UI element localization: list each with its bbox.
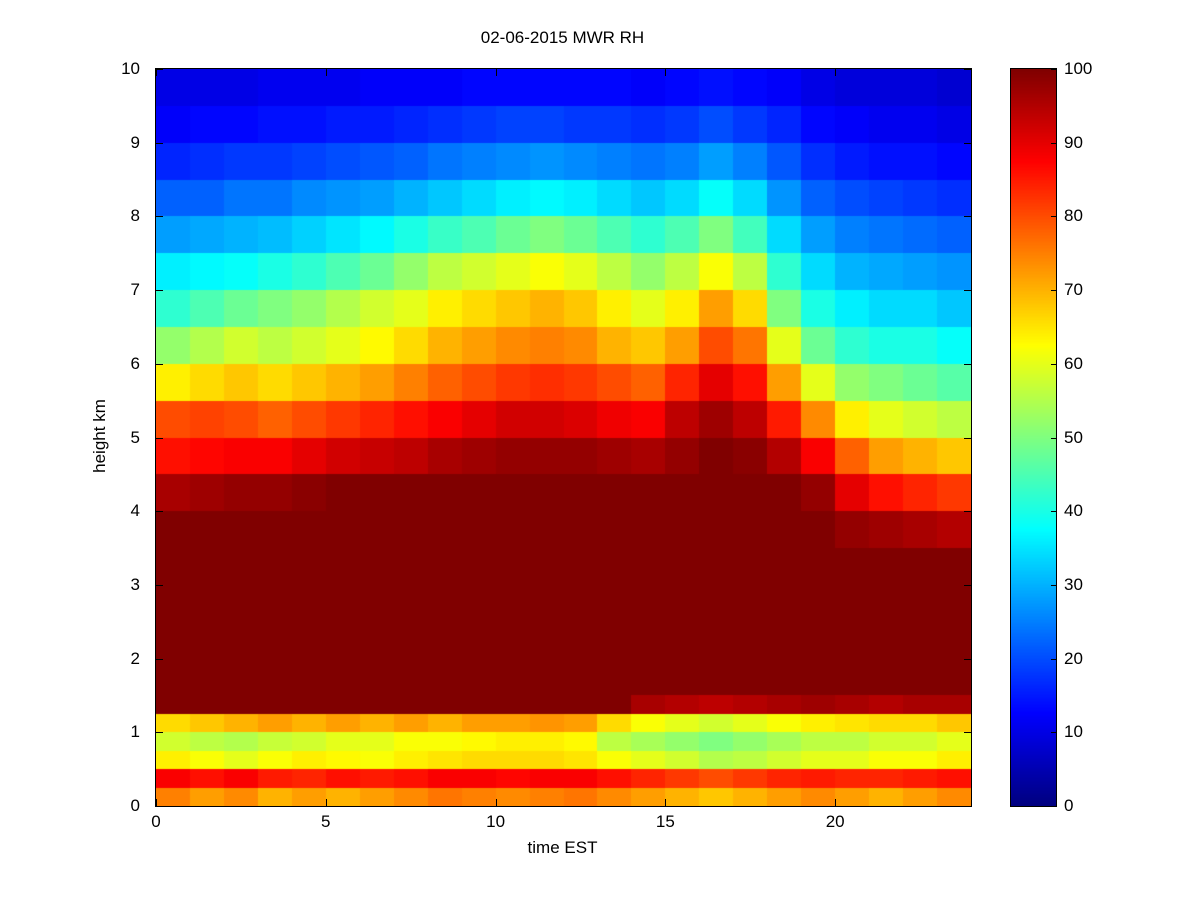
colorbar-tick-mark [1051,806,1056,807]
colorbar-tick-mark [1051,658,1056,660]
x-axis-tick-labels: 0 5 10 15 20 [151,812,971,834]
y-tick-label: 8 [130,206,140,226]
y-tick-label: 10 [121,59,140,78]
y-tick-mark [156,290,163,292]
y-tick-label: 5 [130,427,140,447]
colorbar-tick-label: 50 [1064,427,1083,447]
x-tick-mark [495,799,497,806]
y-tick-label: 9 [130,132,140,152]
colorbar-tick-mark [1051,437,1056,439]
x-tick-label: 20 [825,812,845,831]
colorbar-tick-label: 90 [1064,132,1083,152]
y-tick-mark [964,290,971,292]
colorbar-tick-mark [1051,732,1056,734]
y-tick-mark [156,216,163,218]
y-tick-mark [964,363,971,365]
colorbar-canvas [1011,69,1056,806]
colorbar-tick-label: 0 [1064,796,1074,815]
x-tick-mark [835,799,837,806]
x-tick-mark [325,799,327,806]
x-tick-label: 15 [655,812,675,831]
x-tick-mark [665,69,667,76]
y-tick-mark [964,658,971,660]
colorbar-tick-label: 100 [1064,59,1093,78]
x-tick-mark [665,799,667,806]
y-tick-mark [964,437,971,439]
y-tick-mark [156,69,163,70]
y-tick-label: 7 [130,280,140,300]
colorbar-tick-label: 40 [1064,501,1083,521]
x-tick-label: 5 [321,812,331,831]
x-tick-mark [156,799,157,806]
y-axis-tick-labels: 0 1 2 3 4 5 6 7 8 9 10 [0,59,148,815]
colorbar-tick-label: 10 [1064,722,1083,742]
x-axis-label: time EST [527,838,598,857]
x-tick-label: 0 [151,812,161,831]
colorbar-tick-mark [1051,142,1056,144]
plot-title: 02-06-2015 MWR RH [480,28,645,47]
x-tick-mark [495,69,497,76]
y-axis-label: height km [90,399,109,473]
colorbar-tick-mark [1051,216,1056,218]
y-tick-mark [156,806,163,807]
colorbar-tick-mark [1051,290,1056,292]
y-tick-mark [964,584,971,586]
y-tick-mark [156,511,163,513]
y-tick-label: 1 [130,722,140,742]
colorbar-tick-mark [1051,363,1056,365]
y-tick-mark [964,511,971,513]
y-tick-mark [964,216,971,218]
y-tick-mark [156,584,163,586]
heatmap-canvas [156,69,971,806]
colorbar-tick-mark [1051,511,1056,513]
y-tick-mark [156,437,163,439]
y-tick-label: 3 [130,574,140,594]
y-tick-mark [964,806,971,807]
colorbar-tick-label: 70 [1064,280,1083,300]
x-tick-mark [325,69,327,76]
x-tick-mark [156,69,157,76]
colorbar [1010,68,1057,807]
y-tick-label: 2 [130,648,140,668]
colorbar-tick-label: 20 [1064,648,1083,668]
colorbar-tick-mark [1051,584,1056,586]
y-tick-label: 6 [130,353,140,373]
colorbar-tick-label: 30 [1064,574,1083,594]
colorbar-tick-label: 60 [1064,353,1083,373]
y-tick-label: 4 [130,501,140,521]
y-tick-mark [156,363,163,365]
x-tick-label: 10 [486,812,506,831]
colorbar-tick-labels: 0 10 20 30 40 50 60 70 80 90 100 [1064,59,1134,815]
y-tick-mark [156,732,163,734]
y-tick-mark [964,69,971,70]
colorbar-tick-mark [1051,69,1056,70]
y-tick-mark [156,658,163,660]
y-tick-label: 0 [130,796,140,815]
x-tick-mark [835,69,837,76]
y-tick-mark [156,142,163,144]
y-tick-mark [964,142,971,144]
colorbar-tick-label: 80 [1064,206,1083,226]
plot-area [155,68,972,807]
y-tick-mark [964,732,971,734]
